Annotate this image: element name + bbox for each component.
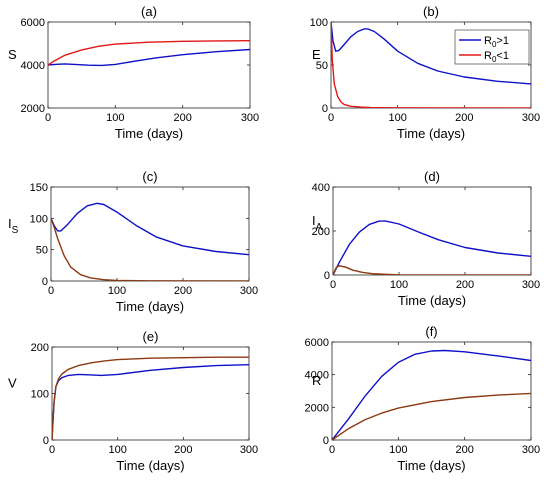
y-tick-label: 0 bbox=[43, 435, 49, 447]
x-tick-label: 300 bbox=[522, 279, 540, 291]
y-tick-label: 0 bbox=[42, 276, 48, 288]
y-tick-label: 2000 bbox=[305, 402, 329, 414]
legend-box bbox=[454, 29, 530, 65]
series-line-r0-lt-1 bbox=[52, 356, 249, 440]
y-axis-label: V bbox=[8, 376, 17, 391]
panel-c: 0 100 200 300 0 50 100 150 (c) Time (days) IS bbox=[8, 169, 258, 314]
legend-entry: R0>1 bbox=[484, 35, 509, 49]
x-tick-label: 200 bbox=[455, 444, 473, 456]
y-tick-label: 6000 bbox=[21, 17, 45, 29]
y-tick-label: 2000 bbox=[21, 103, 45, 115]
y-tick-label: 400 bbox=[312, 182, 330, 194]
panel-title: (e) bbox=[143, 329, 159, 344]
panel-f: 0 100 200 300 0 2000 4000 6000 (f) Time (days) R bbox=[305, 324, 541, 473]
y-tick-label: 6000 bbox=[305, 337, 329, 349]
series-line-r0-lt-1 bbox=[51, 218, 249, 281]
x-tick-label: 300 bbox=[522, 112, 540, 124]
series-line-r0-gt-1 bbox=[51, 202, 249, 256]
x-tick-label: 100 bbox=[388, 112, 406, 124]
x-tick-label: 100 bbox=[390, 279, 408, 291]
x-tick-label: 200 bbox=[174, 444, 192, 456]
y-tick-label: 0 bbox=[323, 435, 329, 447]
panel-title: (c) bbox=[142, 169, 157, 184]
y-tick-label: 4000 bbox=[21, 60, 45, 72]
y-tick-label: 100 bbox=[30, 213, 48, 225]
x-tick-label: 100 bbox=[106, 112, 124, 124]
series-line-r0-lt-1 bbox=[332, 392, 531, 440]
x-tick-label: 100 bbox=[108, 285, 126, 297]
x-tick-label: 300 bbox=[522, 444, 540, 456]
panel-a: 0 100 200 300 2000 4000 6000 (a) Time (days) S bbox=[8, 4, 259, 141]
y-axis-label: R bbox=[312, 373, 321, 388]
panel-title: (d) bbox=[424, 169, 440, 184]
x-axis-label: Time (days) bbox=[397, 126, 465, 141]
y-tick-label: 4000 bbox=[305, 370, 329, 382]
panel-title: (f) bbox=[425, 324, 437, 339]
series-line-r0-lt-1 bbox=[333, 265, 531, 275]
panel-title: (a) bbox=[141, 4, 157, 19]
x-tick-label: 100 bbox=[108, 444, 126, 456]
y-tick-label: 200 bbox=[31, 342, 49, 354]
y-tick-label: 100 bbox=[310, 17, 328, 29]
legend: R0>1R0<1 bbox=[454, 29, 530, 65]
panel-b: 0 100 200 300 0 50 100 (b) Time (days) E bbox=[310, 4, 541, 141]
plot-frame bbox=[331, 341, 532, 441]
y-axis-label: IA bbox=[312, 213, 323, 233]
x-tick-label: 200 bbox=[173, 112, 191, 124]
legend-entry: R0<1 bbox=[484, 50, 509, 64]
y-tick-label: 50 bbox=[316, 60, 328, 72]
y-tick-label: 0 bbox=[324, 270, 330, 282]
x-tick-label: 100 bbox=[389, 444, 407, 456]
x-tick-label: 0 bbox=[48, 285, 54, 297]
panel-title: (b) bbox=[423, 4, 439, 19]
plot-frame bbox=[332, 186, 532, 276]
y-tick-label: 100 bbox=[31, 389, 49, 401]
x-tick-label: 300 bbox=[240, 285, 258, 297]
y-axis-label: S bbox=[8, 47, 17, 62]
series-line-r0-lt-1 bbox=[331, 22, 531, 108]
x-tick-label: 0 bbox=[328, 112, 334, 124]
y-axis-label: E bbox=[312, 47, 321, 62]
x-axis-label: Time (days) bbox=[116, 299, 184, 314]
x-tick-label: 0 bbox=[329, 444, 335, 456]
x-tick-label: 0 bbox=[45, 112, 51, 124]
x-axis-label: Time (days) bbox=[397, 458, 465, 473]
x-axis-label: Time (days) bbox=[116, 458, 184, 473]
series-line-r0-lt-1 bbox=[48, 40, 250, 66]
y-axis-label: IS bbox=[8, 216, 19, 236]
x-axis-label: Time (days) bbox=[115, 126, 183, 141]
y-tick-label: 200 bbox=[312, 226, 330, 238]
y-tick-label: 150 bbox=[30, 182, 48, 194]
x-tick-label: 300 bbox=[241, 112, 259, 124]
series-line-r0-gt-1 bbox=[48, 48, 250, 67]
panel-d: 0 100 200 300 0 200 400 (d) Time (days) IA bbox=[312, 169, 541, 308]
y-tick-label: 0 bbox=[322, 103, 328, 115]
y-tick-label: 50 bbox=[36, 245, 48, 257]
x-tick-label: 0 bbox=[330, 279, 336, 291]
x-tick-label: 0 bbox=[49, 444, 55, 456]
x-tick-label: 200 bbox=[174, 285, 192, 297]
series-line-r0-gt-1 bbox=[332, 349, 531, 440]
plot-frame bbox=[51, 346, 250, 441]
x-axis-label: Time (days) bbox=[398, 293, 466, 308]
panel-e: 0 100 200 300 0 100 200 (e) Time (days) V bbox=[8, 329, 258, 473]
series-line-r0-gt-1 bbox=[331, 22, 531, 85]
x-tick-label: 300 bbox=[240, 444, 258, 456]
x-tick-label: 200 bbox=[455, 112, 473, 124]
series-line-r0-gt-1 bbox=[333, 220, 531, 275]
x-tick-label: 200 bbox=[456, 279, 474, 291]
